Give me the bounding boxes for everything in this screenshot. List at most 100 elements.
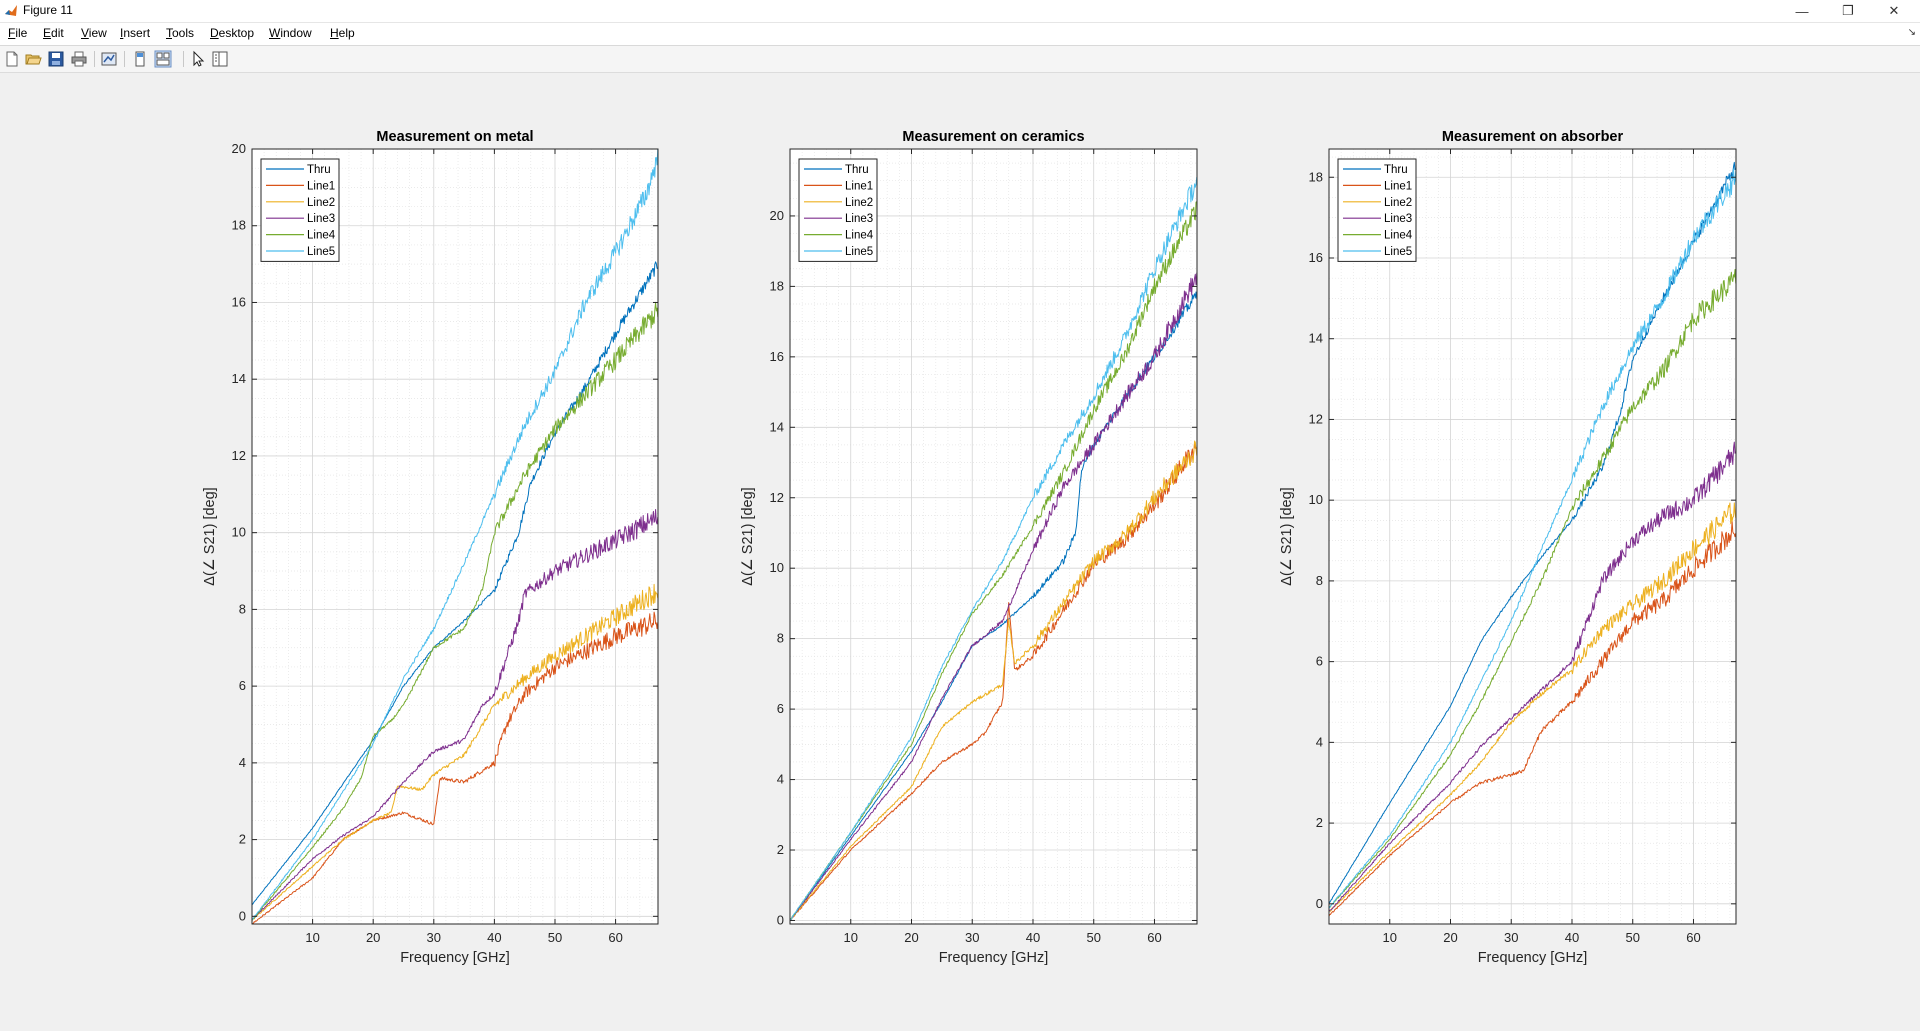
chart-title: Measurement on ceramics [902, 129, 1084, 145]
new-figure-icon[interactable] [3, 50, 21, 68]
x-tick-label: 30 [965, 930, 979, 945]
axes-3[interactable]: 10 20 30 40 50 60 0 2 4 6 8 10 12 14 16 18 Measurement o… [1279, 129, 1737, 966]
y-tick-label: 16 [232, 294, 246, 309]
axes-2[interactable]: 10 20 30 40 50 60 0 2 4 6 8 10 12 14 16 18 20 Measurement… [740, 129, 1198, 966]
menu-tools[interactable]: Tools [166, 26, 195, 40]
x-tick-label: 20 [1443, 930, 1457, 945]
y-tick-label: 10 [770, 560, 784, 575]
legend-entry: Line3 [845, 213, 873, 225]
legend-entry: Line2 [845, 197, 873, 209]
menu-insert[interactable]: Insert [120, 26, 151, 40]
series-line-line2 [251, 583, 659, 921]
chart-title: Measurement on absorber [1442, 129, 1624, 145]
legend-entry: Line1 [845, 180, 873, 192]
menu-help[interactable]: Help [330, 26, 355, 40]
legend-entry: Line5 [1384, 246, 1412, 258]
figure-toolbar [0, 46, 1920, 73]
y-tick-label: 4 [1316, 734, 1323, 749]
y-axis-label: Δ(∠ S21) [deg] [1279, 487, 1295, 585]
y-tick-label: 12 [1309, 411, 1323, 426]
y-tick-label: 6 [777, 701, 784, 716]
x-tick-label: 30 [1504, 930, 1518, 945]
toolbar-separator [94, 51, 95, 67]
series-line-thru [251, 261, 659, 906]
legend-entry: Line5 [845, 246, 873, 258]
x-tick-label: 30 [427, 930, 441, 945]
legend[interactable]: Thru Line1 Line2 Line3 Line4 Line5 [260, 158, 340, 262]
legend-box [798, 158, 878, 262]
figure-plots: 10 20 30 40 50 6002468101214161820Measurement… [202, 129, 1737, 966]
y-axis-label: Δ(∠ S21) [deg] [740, 487, 756, 585]
legend-box [1337, 158, 1417, 262]
legend-entry: Line2 [307, 197, 335, 209]
menu-edit[interactable]: Edit [43, 26, 64, 40]
menu-window[interactable]: Window [269, 26, 312, 40]
plot-background [252, 149, 658, 924]
x-tick-label: 10 [1383, 930, 1397, 945]
series-line-line3 [251, 509, 659, 921]
close-button[interactable]: ✕ [1888, 3, 1900, 18]
edit-plot-icon[interactable] [189, 50, 207, 68]
print-icon[interactable] [70, 50, 88, 68]
legend-entry: Line5 [307, 246, 335, 258]
x-tick-label: 10 [305, 930, 319, 945]
y-tick-label: 14 [770, 419, 784, 434]
y-tick-label: 6 [1316, 654, 1323, 669]
menu-file[interactable]: File [8, 26, 28, 40]
legend-entry: Line2 [1384, 197, 1412, 209]
dock-figure-icon[interactable]: ↘ [1907, 27, 1916, 38]
axes-box [789, 148, 1198, 925]
legend[interactable]: Thru Line1 Line2 Line3 Line4 Line5 [1337, 158, 1417, 262]
menu-bar: File Edit View Insert Tools Desktop Wind… [0, 23, 1920, 46]
y-tick-label: 12 [770, 490, 784, 505]
legend-entry: Line4 [1384, 230, 1413, 242]
legend-box [260, 158, 340, 262]
axes-1[interactable]: 10 20 30 40 50 60 0 2 4 6 8 10 12 14 16 18 20 Measurement… [202, 129, 659, 966]
y-axis-label: Δ(∠ S21) [deg] [202, 487, 218, 585]
series-line-line2 [789, 440, 1198, 922]
axes-box [1328, 148, 1737, 925]
open-file-icon[interactable] [24, 50, 42, 68]
y-tick-label: 20 [770, 208, 784, 223]
y-tick-label: 4 [777, 772, 784, 787]
series-line-line1 [251, 611, 659, 925]
figure-canvas[interactable]: 10 20 30 40 50 60 0 2 4 6 8 10 12 14 16 18 20 Measurement… [0, 73, 1920, 1031]
x-tick-label: 50 [548, 930, 562, 945]
x-tick-label: 40 [1026, 930, 1040, 945]
x-tick-label: 20 [366, 930, 380, 945]
series-line-line2 [1328, 502, 1737, 912]
open-property-inspector-icon[interactable] [211, 50, 229, 68]
legend-entry: Line3 [1384, 213, 1412, 225]
y-tick-label: 12 [232, 448, 246, 463]
save-icon[interactable] [47, 50, 65, 68]
plot-background [790, 149, 1197, 924]
x-axis-label: Frequency [GHz] [1478, 950, 1588, 966]
y-tick-label: 0 [239, 908, 246, 923]
link-plot-icon[interactable] [100, 50, 118, 68]
show-plot-tools-icon[interactable] [154, 50, 172, 68]
axes-box [251, 148, 659, 925]
y-tick-label: 16 [770, 349, 784, 364]
y-tick-label: 8 [777, 631, 784, 646]
maximize-button[interactable]: ❐ [1842, 3, 1854, 18]
legend-entry: Line1 [307, 180, 335, 192]
menu-view[interactable]: View [81, 26, 107, 40]
series-line-line5 [251, 148, 659, 921]
minimize-button[interactable]: — [1795, 3, 1809, 19]
y-tick-label: 14 [232, 371, 246, 386]
y-tick-label: 18 [232, 218, 246, 233]
legend-entry: Line3 [307, 213, 335, 225]
x-axis-label: Frequency [GHz] [939, 950, 1049, 966]
menu-desktop[interactable]: Desktop [210, 26, 255, 40]
hide-plot-tools-icon[interactable] [131, 50, 149, 68]
y-tick-label: 2 [1316, 815, 1323, 830]
series-line-line3 [1328, 441, 1737, 912]
y-tick-label: 16 [1309, 250, 1323, 265]
x-tick-label: 40 [1565, 930, 1579, 945]
x-tick-label: 60 [1686, 930, 1700, 945]
legend-entry: Thru [845, 164, 869, 176]
y-tick-label: 18 [1309, 169, 1323, 184]
y-tick-label: 18 [770, 278, 784, 293]
y-tick-label: 0 [1316, 896, 1323, 911]
legend[interactable]: Thru Line1 Line2 Line3 Line4 Line5 [798, 158, 878, 262]
